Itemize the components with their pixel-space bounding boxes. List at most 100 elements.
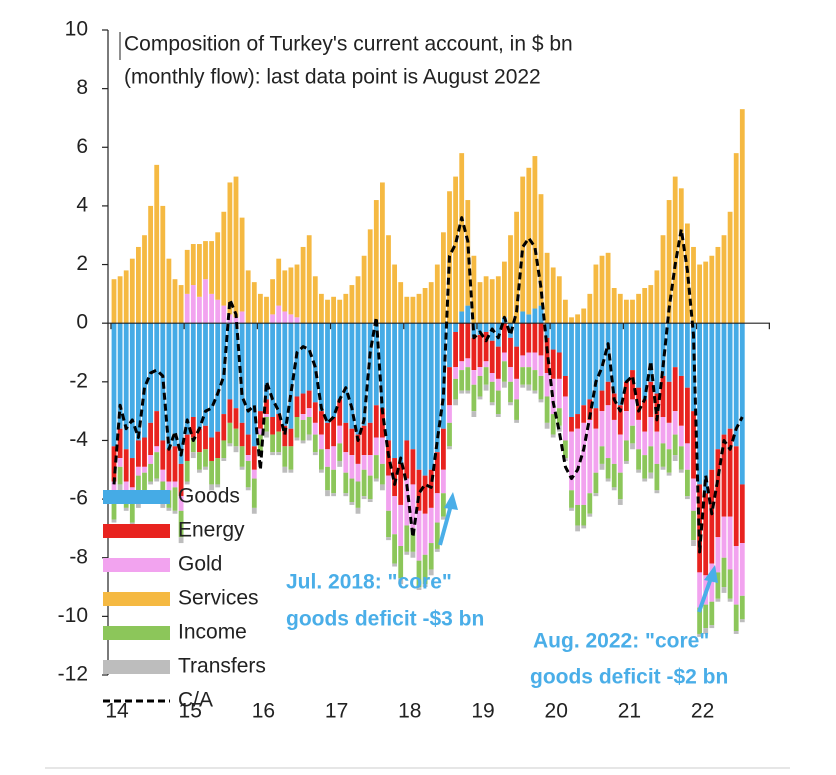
bar-segment bbox=[459, 153, 465, 312]
bar-segment bbox=[203, 323, 208, 426]
bar-segment bbox=[264, 414, 269, 417]
bar-segment bbox=[282, 425, 288, 447]
bar-segment bbox=[312, 452, 318, 456]
bar-segment bbox=[477, 367, 483, 376]
bar-segment bbox=[282, 466, 288, 473]
bar-segment bbox=[172, 279, 178, 324]
legend-swatch bbox=[103, 558, 170, 572]
bar-segment bbox=[349, 428, 355, 456]
bar-segment bbox=[672, 367, 678, 412]
bar-segment bbox=[526, 314, 532, 324]
bars bbox=[111, 109, 745, 637]
bar-segment bbox=[111, 519, 117, 523]
bar-segment bbox=[166, 323, 172, 450]
bar-segment bbox=[453, 378, 458, 400]
bar-segment bbox=[556, 378, 562, 409]
bar-segment bbox=[587, 323, 593, 400]
bar-segment bbox=[581, 525, 587, 529]
bar-segment bbox=[459, 311, 465, 324]
bar-segment bbox=[264, 399, 269, 415]
bar-segment bbox=[197, 469, 202, 473]
bar-segment bbox=[581, 308, 587, 324]
bar-segment bbox=[178, 510, 184, 538]
bar-segment bbox=[556, 323, 562, 353]
bar-segment bbox=[233, 176, 239, 318]
bar-segment bbox=[245, 434, 251, 456]
bar-segment bbox=[172, 510, 178, 514]
bar-segment bbox=[392, 323, 397, 459]
bar-segment bbox=[166, 258, 172, 324]
bar-segment bbox=[465, 390, 471, 394]
bar-segment bbox=[404, 478, 410, 526]
bar-segment bbox=[569, 317, 574, 324]
bar-segment bbox=[306, 408, 312, 417]
bar-segment bbox=[697, 572, 702, 608]
bar-segment bbox=[721, 434, 727, 517]
bar-segment bbox=[691, 411, 696, 479]
bar-segment bbox=[556, 352, 562, 379]
bar-segment bbox=[203, 449, 208, 467]
bar-segment bbox=[630, 443, 635, 450]
bar-segment bbox=[569, 507, 574, 511]
bar-segment bbox=[739, 323, 745, 485]
bar-segment bbox=[526, 384, 532, 391]
bar-segment bbox=[410, 551, 416, 558]
bar-segment bbox=[294, 417, 300, 438]
bar-segment bbox=[404, 440, 410, 479]
bar-segment bbox=[532, 323, 538, 353]
bar-segment bbox=[148, 205, 153, 324]
bar-segment bbox=[660, 417, 666, 444]
bar-segment bbox=[715, 323, 721, 450]
bar-segment bbox=[154, 411, 160, 447]
bar-segment bbox=[190, 417, 196, 438]
bar-segment bbox=[386, 537, 391, 541]
bar-segment bbox=[599, 446, 605, 464]
bar-segment bbox=[617, 434, 623, 473]
bar-segment bbox=[355, 323, 361, 435]
bar-segment bbox=[288, 428, 294, 447]
bar-segment bbox=[404, 323, 410, 441]
bar-segment bbox=[190, 285, 196, 324]
bar-segment bbox=[666, 200, 672, 324]
bar-segment bbox=[733, 546, 739, 605]
bar-segment bbox=[459, 390, 465, 394]
bar-segment bbox=[392, 496, 397, 535]
bar-segment bbox=[587, 293, 593, 324]
bar-segment bbox=[508, 402, 513, 406]
bar-segment bbox=[331, 323, 336, 417]
bar-segment bbox=[514, 346, 519, 379]
bar-segment bbox=[129, 323, 135, 459]
bar-segment bbox=[739, 484, 745, 544]
bar-segment bbox=[392, 534, 397, 564]
bar-segment bbox=[361, 323, 367, 426]
bar-segment bbox=[239, 323, 245, 423]
bar-segment bbox=[361, 425, 367, 456]
bar-segment bbox=[227, 182, 233, 315]
bar-segment bbox=[514, 378, 519, 400]
bar-segment bbox=[532, 390, 538, 394]
bar-segment bbox=[190, 323, 196, 417]
bar-segment bbox=[453, 331, 458, 368]
bar-segment bbox=[325, 422, 330, 450]
bar-segment bbox=[355, 276, 361, 324]
y-tick-label: 0 bbox=[76, 311, 88, 334]
bar-segment bbox=[630, 370, 635, 400]
bar-segment bbox=[587, 399, 593, 420]
bar-segment bbox=[361, 469, 367, 497]
bar-segment bbox=[288, 446, 294, 470]
x-tick-label: 14 bbox=[105, 700, 129, 723]
bar-segment bbox=[233, 323, 239, 409]
bar-segment bbox=[380, 463, 385, 485]
bar-segment bbox=[416, 587, 422, 590]
bar-segment bbox=[367, 455, 373, 476]
bar-segment bbox=[428, 282, 434, 324]
bar-segment bbox=[721, 557, 727, 588]
bar-segment bbox=[184, 434, 190, 461]
bar-segment bbox=[648, 417, 654, 447]
bar-segment bbox=[172, 323, 178, 447]
bar-segment bbox=[563, 323, 568, 376]
bar-segment bbox=[733, 631, 739, 634]
bar-segment bbox=[617, 323, 623, 406]
bar-segment bbox=[587, 419, 593, 494]
bar-segment bbox=[666, 449, 672, 473]
